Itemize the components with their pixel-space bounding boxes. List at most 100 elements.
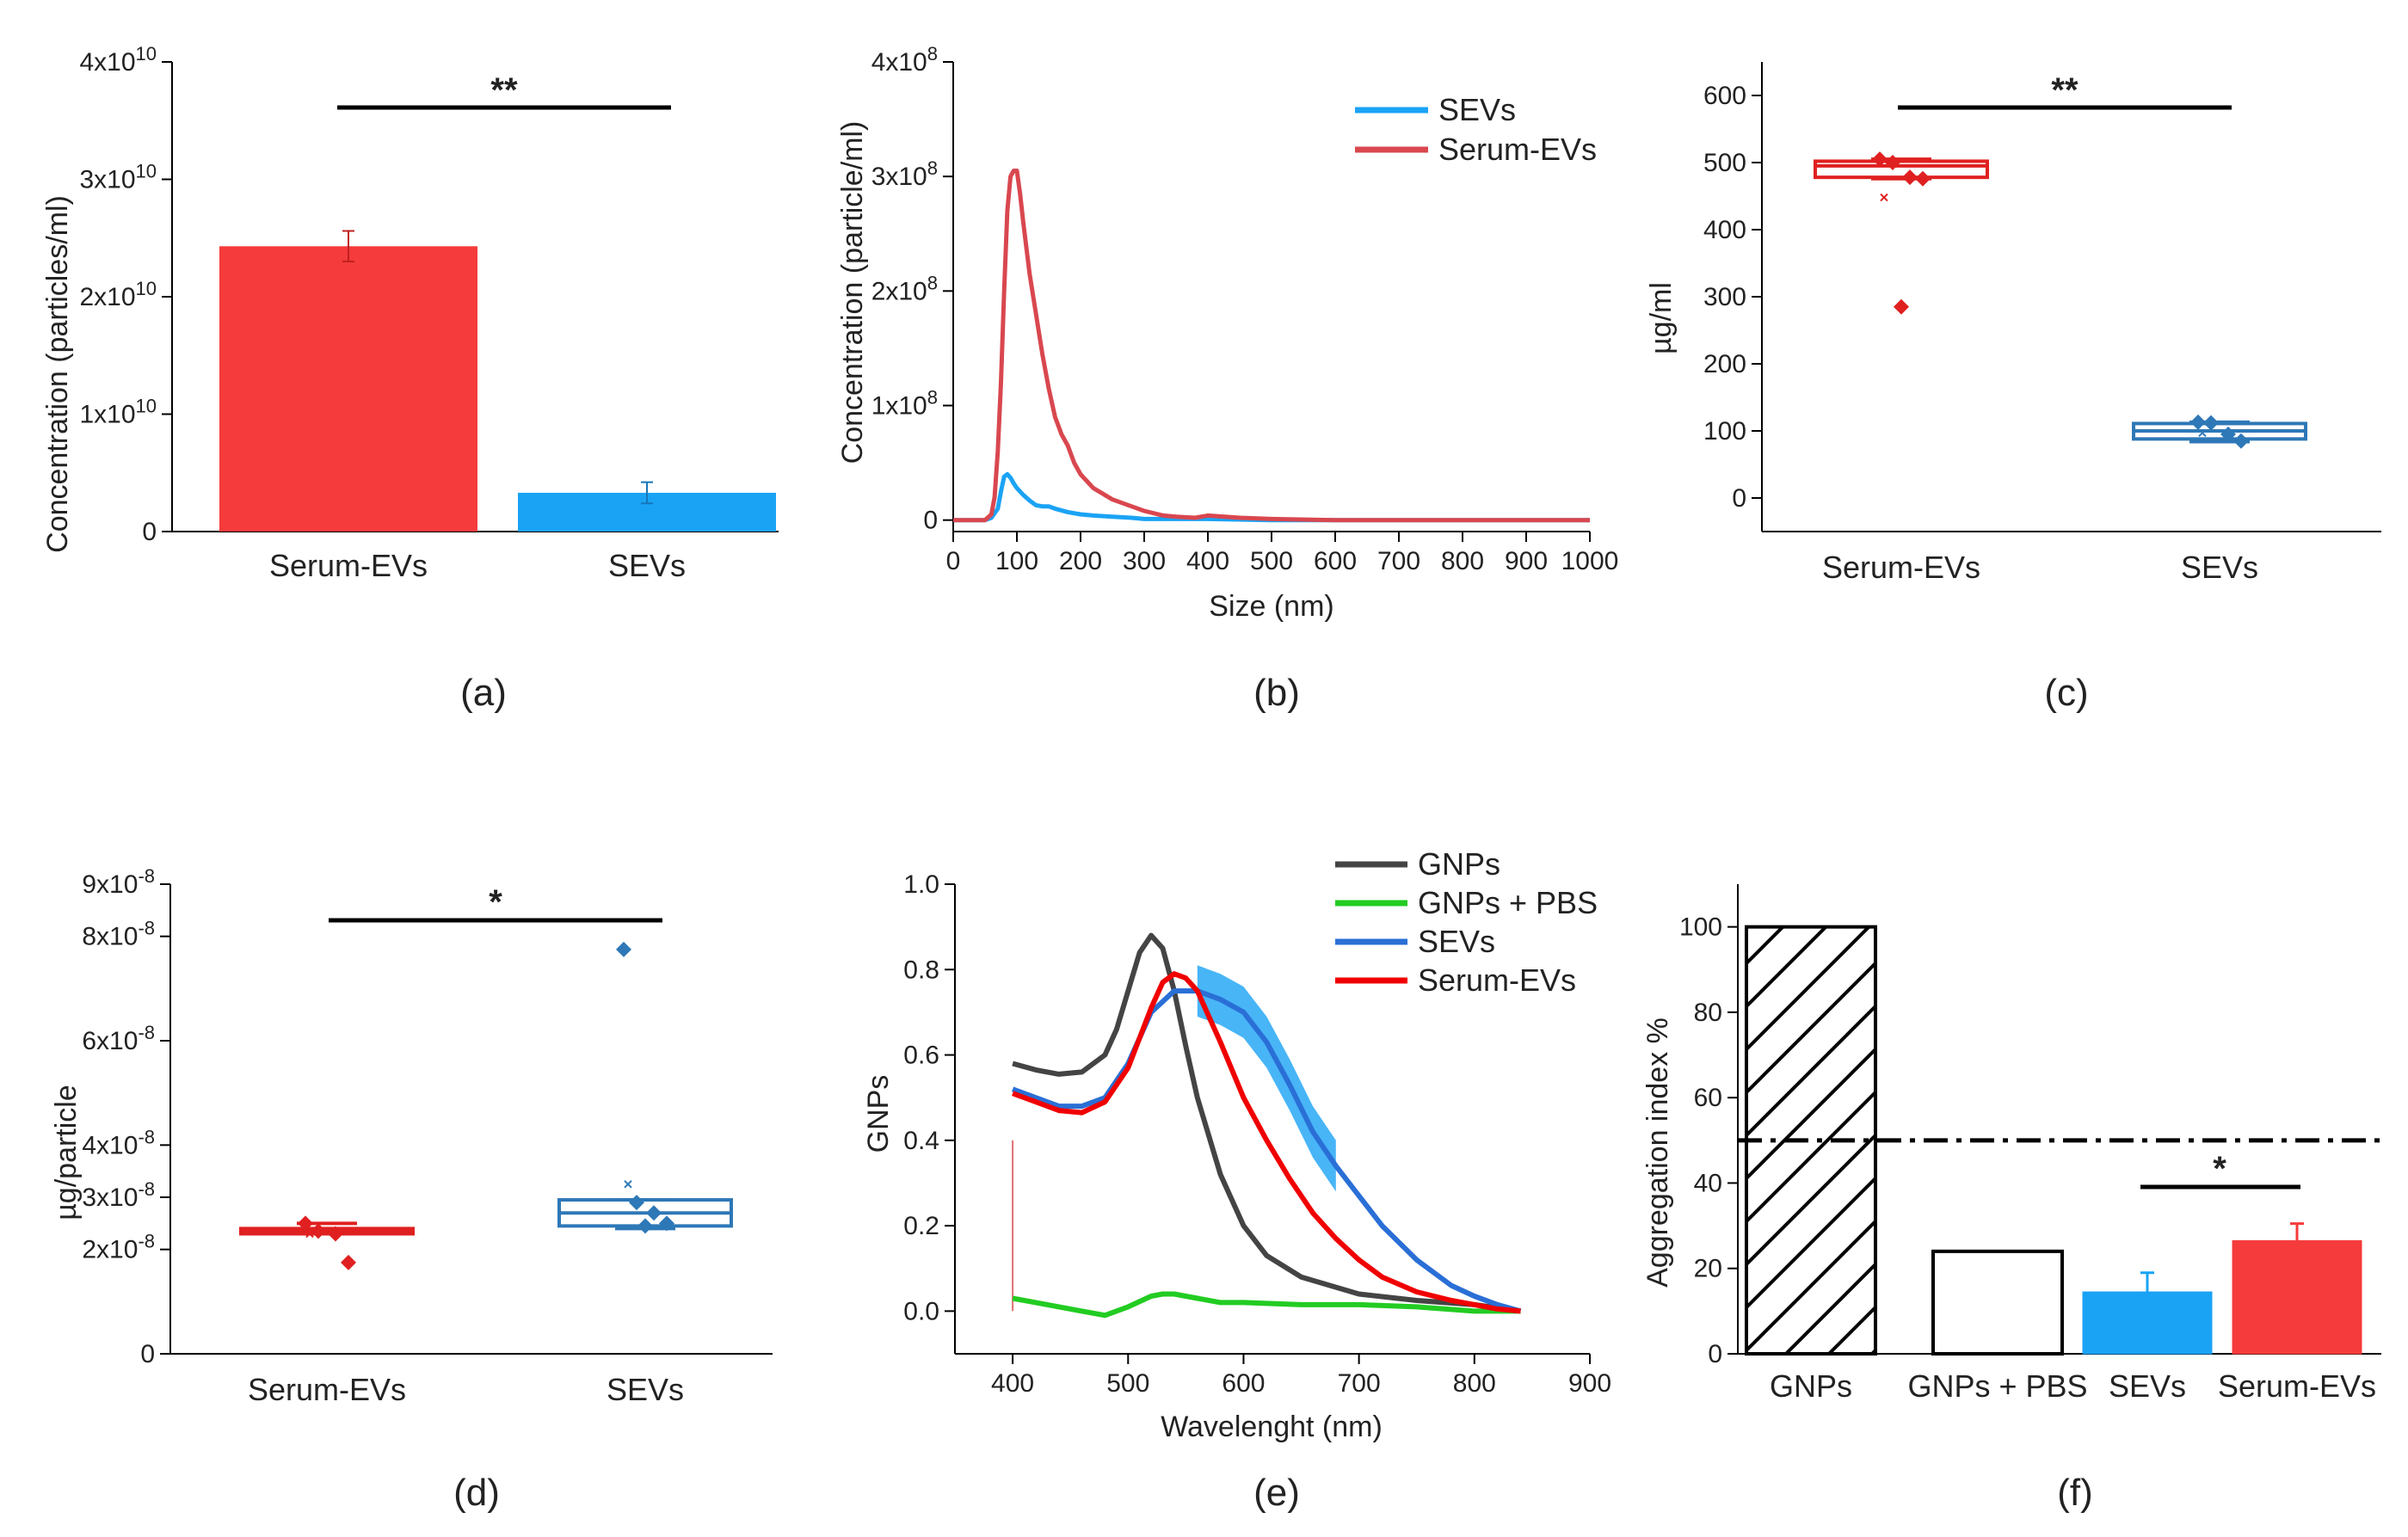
- panel-a-bar-0: [219, 246, 477, 532]
- panel-b-xtick-label-7: 700: [1377, 547, 1420, 575]
- panel-e-ytick-label-4: 0.8: [903, 956, 939, 984]
- panel-b-xtick-label-5: 500: [1250, 547, 1293, 575]
- panel-b-ytick-label-4-base: 4x10: [871, 48, 927, 77]
- panel-b-ytick-label-3-exp: 8: [927, 157, 938, 179]
- panel-d-significance: *: [489, 883, 502, 921]
- panel-b-ytick-label-3: 3x108: [871, 157, 938, 191]
- panel-e-xtick-label-2: 600: [1222, 1369, 1265, 1398]
- panel-f-ytick-label-1: 20: [1694, 1255, 1722, 1283]
- panel-c-ylabel: µg/ml: [1645, 282, 1678, 354]
- panel-e-legend-label-0: GNPs: [1418, 846, 1500, 882]
- panel-b-ylabel: Concentration (particle/ml): [836, 121, 869, 464]
- panel-c-ytick-label-5: 500: [1703, 149, 1746, 177]
- panel-d-point-1-0: [616, 941, 631, 957]
- panel-d-ytick-label-6-base: 9x10: [82, 870, 138, 899]
- panel-d-ytick-label-5-base: 8x10: [82, 923, 138, 951]
- panel-c-ytick-label-4: 400: [1703, 216, 1746, 244]
- panel-f-ytick-label-5: 100: [1679, 913, 1722, 942]
- panel-f: 0 20 40 60 80 100 GNPs GNPs + PBS SEVs Serum-EVs *…: [1641, 884, 2381, 1514]
- panel-d-category-1: SEVs: [607, 1372, 684, 1407]
- panel-d-ytick-label-6-exp: -8: [138, 865, 155, 887]
- panel-e-legend-label-3: Serum-EVs: [1418, 962, 1576, 998]
- panel-d-point-1-4: [637, 1218, 653, 1234]
- panel-b-xtick-label-9: 900: [1505, 547, 1548, 575]
- panel-e-xtick-label-4: 800: [1453, 1369, 1496, 1398]
- panel-b-series-1: [953, 169, 1590, 523]
- panel-c-significance: **: [2051, 71, 2079, 109]
- panel-f-label: (f): [2057, 1472, 2093, 1514]
- panel-d-ytick-label-1-base: 2x10: [82, 1236, 138, 1264]
- panel-c-point-0-0: [1872, 151, 1888, 168]
- panel-b-legend-label-0: SEVs: [1438, 92, 1516, 127]
- panel-b-xtick-label-3: 300: [1123, 547, 1166, 575]
- panel-a-ytick-label-1-base: 1x10: [79, 401, 135, 429]
- panel-f-ytick-label-3: 60: [1694, 1084, 1722, 1112]
- panel-d-ylabel: µg/particle: [50, 1085, 83, 1220]
- panel-d-ytick-label-6: 9x10-8: [82, 865, 155, 899]
- panel-d-ytick-label-0: 0: [140, 1340, 155, 1368]
- panel-f-bar-2: [2082, 1291, 2213, 1355]
- panel-b-ytick-label-2-base: 2x10: [871, 277, 927, 305]
- panel-b-ytick-label-4-exp: 8: [927, 43, 938, 65]
- panel-b-xtick-label-6: 600: [1314, 547, 1357, 575]
- panel-f-ytick-label-0: 0: [1708, 1340, 1722, 1368]
- panel-c-point-0-4: [1894, 298, 1909, 315]
- panel-b-ytick-label-1-base: 1x10: [871, 392, 927, 421]
- panel-f-ytick-label-2: 40: [1694, 1169, 1722, 1197]
- panel-d-point-0-3: [341, 1254, 356, 1270]
- panel-c-point-1-1: [2203, 415, 2219, 431]
- panel-e-ytick-label-2: 0.4: [903, 1127, 939, 1155]
- panel-b-xtick-label-4: 400: [1186, 547, 1229, 575]
- panel-b-ytick-label-4: 4x108: [871, 43, 938, 77]
- panel-f-category-1: GNPs + PBS: [1907, 1368, 2087, 1404]
- panel-c-point-0-3: [1915, 170, 1931, 187]
- panel-f-errorbar-2: [2140, 1271, 2154, 1293]
- panel-d-ytick-label-1: 2x10-8: [82, 1231, 155, 1264]
- panel-f-bar-0: [1745, 925, 1877, 1356]
- panel-a-label: (a): [460, 672, 507, 714]
- panel-e-legend-label-2: SEVs: [1418, 924, 1495, 959]
- panel-a-ytick-label-1: 1x1010: [79, 396, 157, 429]
- panel-d-ytick-label-4-base: 6x10: [82, 1027, 138, 1055]
- panel-e-xlabel: Wavelenght (nm): [1161, 1411, 1383, 1443]
- panel-e-series-1: [1012, 1291, 1521, 1319]
- panel-b-ytick-label-0: 0: [923, 507, 938, 535]
- panel-d-ytick-label-5: 8x10-8: [82, 918, 155, 951]
- panel-a-errorbar-0: [342, 230, 354, 263]
- panel-c-ytick-label-3: 300: [1703, 283, 1746, 311]
- panel-c-point-0-2: [1902, 169, 1918, 186]
- panel-f-errorbar-3: [2290, 1222, 2304, 1241]
- panel-d-ytick-label-3-exp: -8: [138, 1126, 155, 1147]
- panel-b-series-0: [953, 471, 1590, 523]
- panel-d-ytick-label-2-exp: -8: [138, 1178, 155, 1200]
- panel-b-xtick-label-10: 1000: [1561, 547, 1619, 575]
- panel-a-errorbar-1: [641, 481, 653, 505]
- panel-a-significance: **: [490, 71, 518, 109]
- panel-e-ytick-label-1: 0.2: [903, 1212, 939, 1240]
- panel-f-ytick-label-4: 80: [1694, 999, 1722, 1027]
- panel-d-category-0: Serum-EVs: [248, 1372, 406, 1407]
- panel-f-bar-1: [1931, 1249, 2064, 1356]
- panel-d-point-0-0: [298, 1215, 313, 1232]
- panel-f-category-0: GNPs: [1770, 1368, 1852, 1404]
- panel-a-ytick-label-3-exp: 10: [136, 161, 157, 182]
- panel-d-point-1-3: [659, 1215, 674, 1232]
- panel-e-xtick-label-3: 700: [1338, 1369, 1381, 1398]
- panel-d-ytick-label-3-base: 4x10: [82, 1131, 138, 1159]
- panel-e-ytick-label-5: 1.0: [903, 870, 939, 899]
- panel-e-series-3: [1012, 971, 1521, 1314]
- panel-b-ytick-label-2-exp: 8: [927, 272, 938, 293]
- panel-e-legend-label-1: GNPs + PBS: [1418, 885, 1598, 920]
- panel-d-point-0-1: [311, 1223, 326, 1239]
- panel-d-point-1-1: [629, 1195, 644, 1211]
- panel-d-ytick-label-4-exp: -8: [138, 1022, 155, 1043]
- panel-e-label: (e): [1253, 1472, 1300, 1514]
- panel-e: 0.0 0.2 0.4 0.6 0.8 1.0 400 500 600 700 800 900 GNPs…: [862, 846, 1611, 1514]
- panel-d-point-1-2: [646, 1205, 662, 1221]
- panel-c-ytick-label-2: 200: [1703, 350, 1746, 378]
- panel-f-bar-3: [2232, 1239, 2362, 1355]
- panel-b-ytick-label-1-exp: 8: [927, 387, 938, 409]
- panel-d-ytick-label-2: 3x10-8: [82, 1178, 155, 1212]
